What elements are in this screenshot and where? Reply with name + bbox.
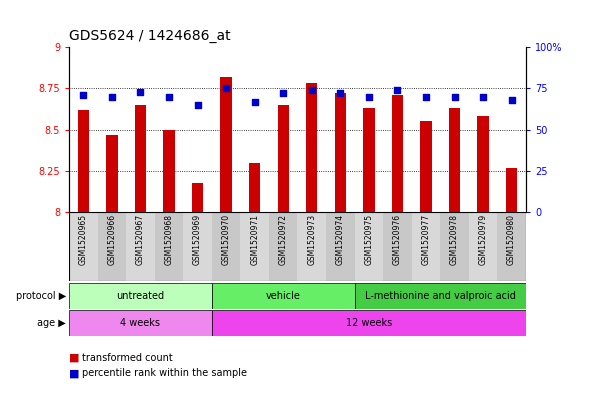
Text: GSM1520973: GSM1520973 bbox=[307, 214, 316, 265]
Bar bbox=[449, 108, 460, 212]
Text: GSM1520965: GSM1520965 bbox=[79, 214, 88, 265]
Text: ■: ■ bbox=[69, 353, 79, 363]
Bar bbox=[278, 105, 289, 212]
Bar bbox=[98, 212, 126, 281]
Text: percentile rank within the sample: percentile rank within the sample bbox=[82, 368, 248, 378]
Point bbox=[421, 94, 431, 100]
Bar bbox=[183, 212, 212, 281]
Point bbox=[307, 87, 317, 93]
Text: GSM1520968: GSM1520968 bbox=[165, 214, 174, 265]
Point bbox=[164, 94, 174, 100]
Text: GSM1520976: GSM1520976 bbox=[393, 214, 402, 265]
Bar bbox=[477, 116, 489, 212]
Bar bbox=[355, 212, 383, 281]
Text: 12 weeks: 12 weeks bbox=[346, 318, 392, 328]
Text: GSM1520975: GSM1520975 bbox=[364, 214, 373, 265]
Bar bbox=[163, 130, 175, 212]
Text: GDS5624 / 1424686_at: GDS5624 / 1424686_at bbox=[69, 29, 231, 43]
Bar bbox=[412, 212, 440, 281]
Bar bbox=[192, 182, 203, 212]
Point bbox=[450, 94, 459, 100]
Text: GSM1520971: GSM1520971 bbox=[250, 214, 259, 265]
Text: GSM1520979: GSM1520979 bbox=[478, 214, 487, 265]
Bar bbox=[212, 283, 355, 309]
Text: GSM1520974: GSM1520974 bbox=[336, 214, 345, 265]
Point bbox=[79, 92, 88, 98]
Text: 4 weeks: 4 weeks bbox=[120, 318, 160, 328]
Point bbox=[136, 88, 145, 95]
Point bbox=[478, 94, 488, 100]
Text: untreated: untreated bbox=[117, 291, 165, 301]
Point bbox=[335, 90, 345, 97]
Point bbox=[507, 97, 516, 103]
Bar bbox=[126, 212, 155, 281]
Bar bbox=[363, 108, 374, 212]
Point bbox=[221, 85, 231, 92]
Text: protocol ▶: protocol ▶ bbox=[16, 291, 66, 301]
Bar bbox=[240, 212, 269, 281]
Bar bbox=[383, 212, 412, 281]
Text: GSM1520972: GSM1520972 bbox=[279, 214, 288, 265]
Point bbox=[392, 87, 402, 93]
Bar bbox=[212, 212, 240, 281]
Bar bbox=[269, 212, 297, 281]
Text: GSM1520978: GSM1520978 bbox=[450, 214, 459, 265]
Point bbox=[250, 99, 260, 105]
Text: GSM1520977: GSM1520977 bbox=[421, 214, 430, 265]
Point bbox=[278, 90, 288, 97]
Text: GSM1520966: GSM1520966 bbox=[108, 214, 117, 265]
Bar bbox=[249, 163, 260, 212]
Bar bbox=[221, 77, 232, 212]
Text: age ▶: age ▶ bbox=[37, 318, 66, 328]
Bar bbox=[326, 212, 355, 281]
Point bbox=[107, 94, 117, 100]
Bar bbox=[69, 283, 212, 309]
Text: L-methionine and valproic acid: L-methionine and valproic acid bbox=[365, 291, 516, 301]
Bar bbox=[440, 212, 469, 281]
Bar bbox=[355, 283, 526, 309]
Text: GSM1520969: GSM1520969 bbox=[193, 214, 202, 265]
Text: vehicle: vehicle bbox=[266, 291, 300, 301]
Bar bbox=[78, 110, 89, 212]
Bar bbox=[420, 121, 432, 212]
Bar bbox=[212, 310, 526, 336]
Bar bbox=[69, 212, 97, 281]
Text: ■: ■ bbox=[69, 368, 79, 378]
Bar bbox=[306, 83, 317, 212]
Bar bbox=[335, 94, 346, 212]
Bar bbox=[469, 212, 498, 281]
Point bbox=[193, 102, 203, 108]
Bar bbox=[506, 168, 517, 212]
Bar bbox=[106, 135, 118, 212]
Text: GSM1520967: GSM1520967 bbox=[136, 214, 145, 265]
Point bbox=[364, 94, 374, 100]
Bar bbox=[135, 105, 146, 212]
Bar bbox=[297, 212, 326, 281]
Text: GSM1520980: GSM1520980 bbox=[507, 214, 516, 265]
Text: transformed count: transformed count bbox=[82, 353, 173, 363]
Bar bbox=[155, 212, 183, 281]
Bar bbox=[392, 95, 403, 212]
Bar bbox=[69, 310, 212, 336]
Bar bbox=[498, 212, 526, 281]
Text: GSM1520970: GSM1520970 bbox=[222, 214, 231, 265]
